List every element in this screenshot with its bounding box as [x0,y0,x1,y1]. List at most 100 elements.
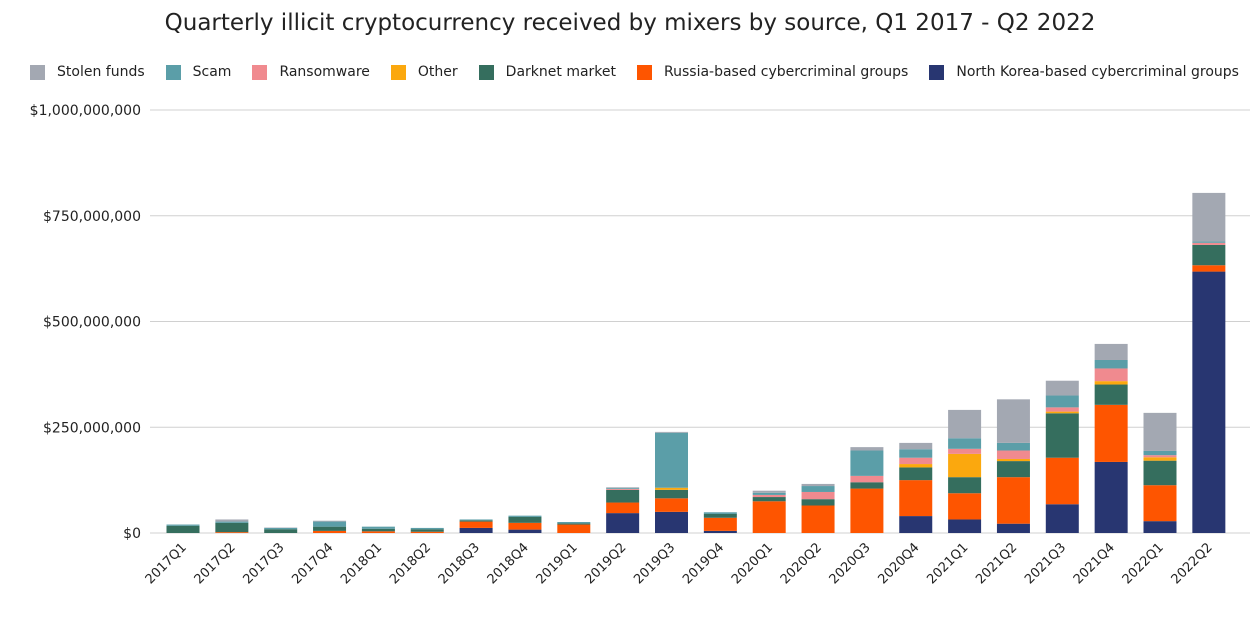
bar-segment [1045,407,1079,412]
bar-segment [1143,455,1177,458]
bar-segment [996,399,1030,443]
x-tick-label: 2018Q2 [387,540,434,587]
legend-label: North Korea-based cybercriminal groups [956,64,1239,80]
bar-segment [655,432,688,488]
y-tick-label: $0 [123,526,141,542]
bar-segment [1143,457,1177,461]
bar-segment [948,519,982,533]
bar-segment [899,516,933,533]
bar-segment [459,527,493,533]
x-tick-label: 2021Q3 [1022,540,1069,587]
legend-label: Darknet market [505,64,617,80]
bar-segment [1143,485,1177,522]
y-tick-label: $1,000,000,000 [30,103,141,119]
bar-segment [215,519,249,522]
bar-segment [1094,384,1128,405]
x-tick-label: 2021Q2 [973,540,1020,587]
legend-item-north-korea[interactable]: North Korea-based cybercriminal groups [929,64,1239,80]
legend-item-darknet-market[interactable]: Darknet market [478,64,617,80]
bar-segment [899,480,933,517]
x-tick-label: 2017Q1 [143,540,190,587]
bar-segment [948,448,982,454]
bar-segment [655,489,688,499]
chart-legend: Stolen funds Scam Ransomware Other Darkn… [30,62,1239,82]
bar-segment [655,431,688,433]
bar-segment [996,442,1030,451]
x-tick-label: 2020Q2 [778,540,825,587]
bar-segment [1045,413,1079,458]
bar-segment [899,457,933,465]
bar-segment [1094,404,1128,462]
bar-segment [264,527,298,530]
bar-segment [557,524,591,533]
bar-segment [948,477,982,494]
bar-segment [1192,241,1226,243]
bar-segment [459,519,493,521]
x-tick-label: 2019Q3 [631,540,678,587]
legend-label: Russia-based cybercriminal groups [664,64,909,80]
bar-segment [1045,380,1079,396]
bar-segment [313,526,347,531]
bar-segment [996,458,1030,462]
bar-segment [606,487,640,489]
bar-segment [508,529,542,533]
bar-segment [948,409,982,439]
bar-segment [313,521,347,527]
legend-swatch [165,64,181,80]
bar-segment [752,492,786,495]
bar-segment [361,528,395,532]
bar-segment [508,516,542,523]
bar-segment [508,515,542,517]
bar-segment [899,442,933,450]
bar-segment [850,450,884,476]
bar-segment [1143,521,1177,533]
bar-segment [459,521,493,528]
bar-segment [410,531,444,533]
bar-segment [703,517,737,531]
bar-segment [606,489,640,503]
x-tick-label: 2019Q1 [534,540,581,587]
x-tick-label: 2018Q1 [338,540,385,587]
x-tick-label: 2020Q1 [729,540,776,587]
bar-segment [850,475,884,483]
bar-segment [313,530,347,533]
bar-segment [361,526,395,529]
bar-segment [655,487,688,490]
bar-segment [459,520,493,522]
bar-segment [703,512,737,514]
bar-segment [752,501,786,533]
bar-segment [1045,504,1079,533]
legend-item-scam[interactable]: Scam [165,64,232,80]
bar-segment [850,482,884,489]
chart-title: Quarterly illicit cryptocurrency receive… [164,10,1096,36]
bar-segment [410,529,444,532]
y-tick-label: $250,000,000 [43,420,141,436]
x-tick-label: 2020Q4 [875,540,922,587]
legend-label: Scam [192,64,232,80]
bar-segment [1045,411,1079,414]
x-tick-label: 2020Q3 [827,540,874,587]
x-tick-label: 2021Q1 [924,540,971,587]
bar-segment [166,525,200,533]
legend-item-ransomware[interactable]: Ransomware [252,64,370,80]
legend-item-russia[interactable]: Russia-based cybercriminal groups [637,64,908,80]
bar-segment [166,524,200,526]
x-tick-label: 2019Q4 [680,540,727,587]
bar-segment [1094,368,1128,382]
bar-segment [1143,412,1177,451]
legend-item-stolen-funds[interactable]: Stolen funds [30,64,145,80]
x-tick-label: 2022Q1 [1120,540,1167,587]
bar-segment [801,499,835,506]
bar-segment [606,489,640,490]
bar-segment [557,522,591,524]
legend-item-other[interactable]: Other [390,64,458,80]
bar-segment [996,523,1030,533]
bar-segment [752,494,786,498]
bar-segment [948,453,982,478]
bar-segment [801,483,835,487]
x-tick-label: 2017Q2 [192,540,239,587]
bar-segment [996,477,1030,524]
x-tick-label: 2018Q3 [436,540,483,587]
bar-segment [410,527,444,530]
bar-segment [557,523,591,525]
